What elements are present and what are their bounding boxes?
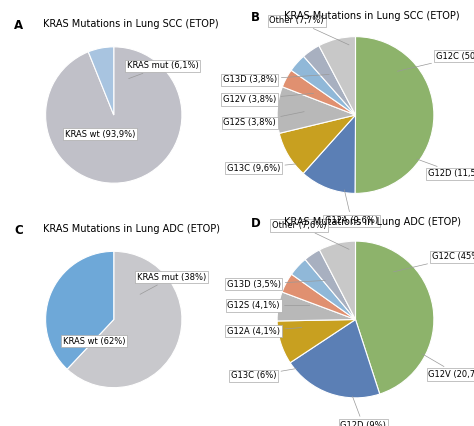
Text: KRAS mut (38%): KRAS mut (38%) <box>137 273 206 294</box>
Text: G13D (3,8%): G13D (3,8%) <box>223 75 329 84</box>
Text: G12V (3,8%): G12V (3,8%) <box>223 93 313 104</box>
Text: KRAS Mutations in Lung SCC (ETOP): KRAS Mutations in Lung SCC (ETOP) <box>43 19 219 29</box>
Wedge shape <box>46 251 114 369</box>
Text: KRAS Mutations in Lung SCC (ETOP): KRAS Mutations in Lung SCC (ETOP) <box>284 11 460 20</box>
Wedge shape <box>67 251 182 388</box>
Text: D: D <box>251 217 261 230</box>
Wedge shape <box>277 292 356 321</box>
Text: G12V (20,7%): G12V (20,7%) <box>422 354 474 379</box>
Wedge shape <box>291 56 356 115</box>
Wedge shape <box>292 259 356 320</box>
Wedge shape <box>277 320 356 363</box>
Text: G13C (6%): G13C (6%) <box>231 368 296 380</box>
Wedge shape <box>279 115 356 173</box>
Text: G12C (45%): G12C (45%) <box>393 252 474 272</box>
Text: G12A (9,6%): G12A (9,6%) <box>325 190 378 225</box>
Wedge shape <box>277 87 356 133</box>
Wedge shape <box>356 241 434 394</box>
Wedge shape <box>46 47 182 183</box>
Text: G12A (4,1%): G12A (4,1%) <box>227 327 302 336</box>
Text: G12D (11,5%): G12D (11,5%) <box>417 159 474 178</box>
Text: A: A <box>14 19 23 32</box>
Wedge shape <box>355 37 434 193</box>
Wedge shape <box>88 47 114 115</box>
Wedge shape <box>303 46 356 115</box>
Wedge shape <box>282 274 356 320</box>
Text: G12S (4,1%): G12S (4,1%) <box>228 301 310 310</box>
Text: KRAS Mutations in Lung ADC (ETOP): KRAS Mutations in Lung ADC (ETOP) <box>284 217 461 227</box>
Wedge shape <box>319 37 356 115</box>
Text: G12C (50%): G12C (50%) <box>397 52 474 71</box>
Wedge shape <box>319 241 356 320</box>
Text: C: C <box>14 224 23 237</box>
Text: KRAS Mutations in Lung ADC (ETOP): KRAS Mutations in Lung ADC (ETOP) <box>43 224 219 233</box>
Text: G12S (3,8%): G12S (3,8%) <box>223 112 304 127</box>
Text: G13C (9,6%): G13C (9,6%) <box>227 164 296 173</box>
Text: G13D (3,5%): G13D (3,5%) <box>227 280 325 289</box>
Wedge shape <box>290 320 380 398</box>
Wedge shape <box>303 115 356 193</box>
Text: B: B <box>251 11 260 24</box>
Wedge shape <box>305 250 356 320</box>
Text: Other (7,6%): Other (7,6%) <box>272 221 349 249</box>
Wedge shape <box>283 70 356 115</box>
Text: G12D (9%): G12D (9%) <box>340 397 386 426</box>
Text: Other (7,7%): Other (7,7%) <box>269 17 349 45</box>
Text: KRAS wt (93,9%): KRAS wt (93,9%) <box>64 130 135 138</box>
Text: KRAS mut (6,1%): KRAS mut (6,1%) <box>127 61 199 79</box>
Text: KRAS wt (62%): KRAS wt (62%) <box>63 337 125 346</box>
